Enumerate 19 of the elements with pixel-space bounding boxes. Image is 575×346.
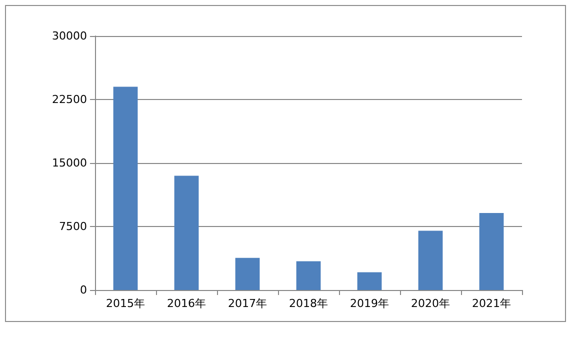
x-tick-label: 2018年	[289, 297, 328, 310]
bar	[418, 230, 443, 290]
bar	[174, 176, 199, 290]
y-tick-label: 15000	[52, 156, 87, 170]
x-tick-label: 2019年	[350, 297, 389, 310]
x-tick-label: 2020年	[411, 297, 450, 310]
y-tick-label: 22500	[52, 93, 87, 106]
x-tick-label: 2016年	[167, 297, 206, 310]
y-tick-label: 7500	[59, 220, 87, 233]
bar	[357, 272, 382, 290]
y-tick-label: 30000	[52, 30, 87, 42]
bar	[296, 261, 321, 290]
bar	[113, 86, 138, 290]
x-tick-label: 2021年	[472, 297, 511, 310]
x-tick-label: 2017年	[228, 297, 267, 310]
bar	[235, 258, 260, 290]
bar	[479, 212, 504, 290]
x-tick-label: 2015年	[106, 297, 145, 310]
y-tick-label: 0	[80, 284, 87, 296]
